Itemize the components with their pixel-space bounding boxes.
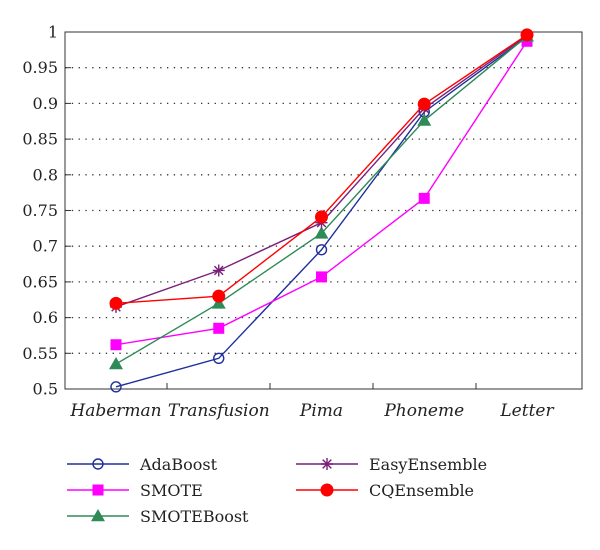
legend-item: EasyEnsemble: [296, 455, 487, 474]
legend-label: SMOTE: [140, 481, 203, 500]
data-point: [92, 458, 104, 470]
series-smoteboost: [109, 29, 534, 370]
data-point: [92, 484, 104, 496]
data-point: [109, 296, 123, 310]
legend-label: AdaBoost: [139, 455, 218, 474]
y-tick-label: 1: [48, 23, 58, 42]
y-tick-label: 0.55: [22, 344, 58, 363]
data-point: [520, 28, 534, 42]
x-tick-label: Haberman: [69, 401, 161, 421]
data-point: [320, 483, 334, 497]
series-line: [115, 35, 528, 365]
legend-item: SMOTEBoost: [67, 507, 249, 526]
legend: AdaBoost SMOTE SMOTEBoost EasyEnsemble CQEns…: [67, 455, 487, 526]
series-cqensemble: [109, 28, 534, 310]
data-point: [417, 113, 432, 126]
x-tick-label: Transfusion: [168, 401, 270, 421]
x-tick-label: Pima: [299, 401, 343, 421]
y-tick-label: 0.75: [22, 201, 58, 220]
data-point: [314, 226, 329, 239]
y-tick-label: 0.95: [22, 58, 58, 77]
series-group: [109, 28, 534, 393]
data-point: [418, 192, 430, 204]
data-point: [213, 322, 225, 334]
y-tick-label: 0.5: [33, 380, 58, 399]
series-line: [115, 34, 528, 305]
series-easyensemble: [110, 29, 533, 313]
data-point: [109, 357, 123, 370]
y-tick-label: 0.9: [33, 94, 58, 113]
y-tick-label: 0.85: [22, 130, 58, 149]
legend-label: EasyEnsemble: [369, 455, 487, 474]
x-axis: Haberman Transfusion Pima Phoneme Letter: [69, 383, 554, 421]
legend-item: AdaBoost: [67, 455, 218, 474]
data-point: [417, 97, 431, 111]
data-point: [110, 339, 122, 351]
legend-item: SMOTE: [67, 481, 203, 500]
data-point: [316, 271, 327, 283]
y-tick-label: 0.7: [33, 237, 58, 256]
grid-lines: [65, 67, 582, 354]
y-tick-label: 0.65: [22, 272, 58, 291]
legend-label: CQEnsemble: [369, 481, 474, 500]
data-point: [315, 210, 328, 224]
data-point: [315, 244, 328, 256]
data-point: [110, 381, 122, 393]
y-tick-label: 0.6: [33, 308, 58, 327]
data-point: [321, 458, 333, 470]
x-tick-label: Phoneme: [383, 401, 464, 421]
data-point: [91, 509, 105, 522]
legend-label: SMOTEBoost: [140, 507, 249, 526]
legend-item: CQEnsemble: [296, 481, 474, 500]
data-point: [212, 264, 225, 277]
series-line: [115, 36, 528, 388]
data-point: [212, 289, 226, 303]
data-point: [213, 352, 225, 364]
x-tick-label: Letter: [499, 401, 554, 421]
y-tick-label: 0.8: [33, 165, 58, 184]
y-axis: 0.5 0.55 0.6 0.65 0.7 0.75 0.8 0.85 0.9 0.95 1: [22, 23, 71, 399]
